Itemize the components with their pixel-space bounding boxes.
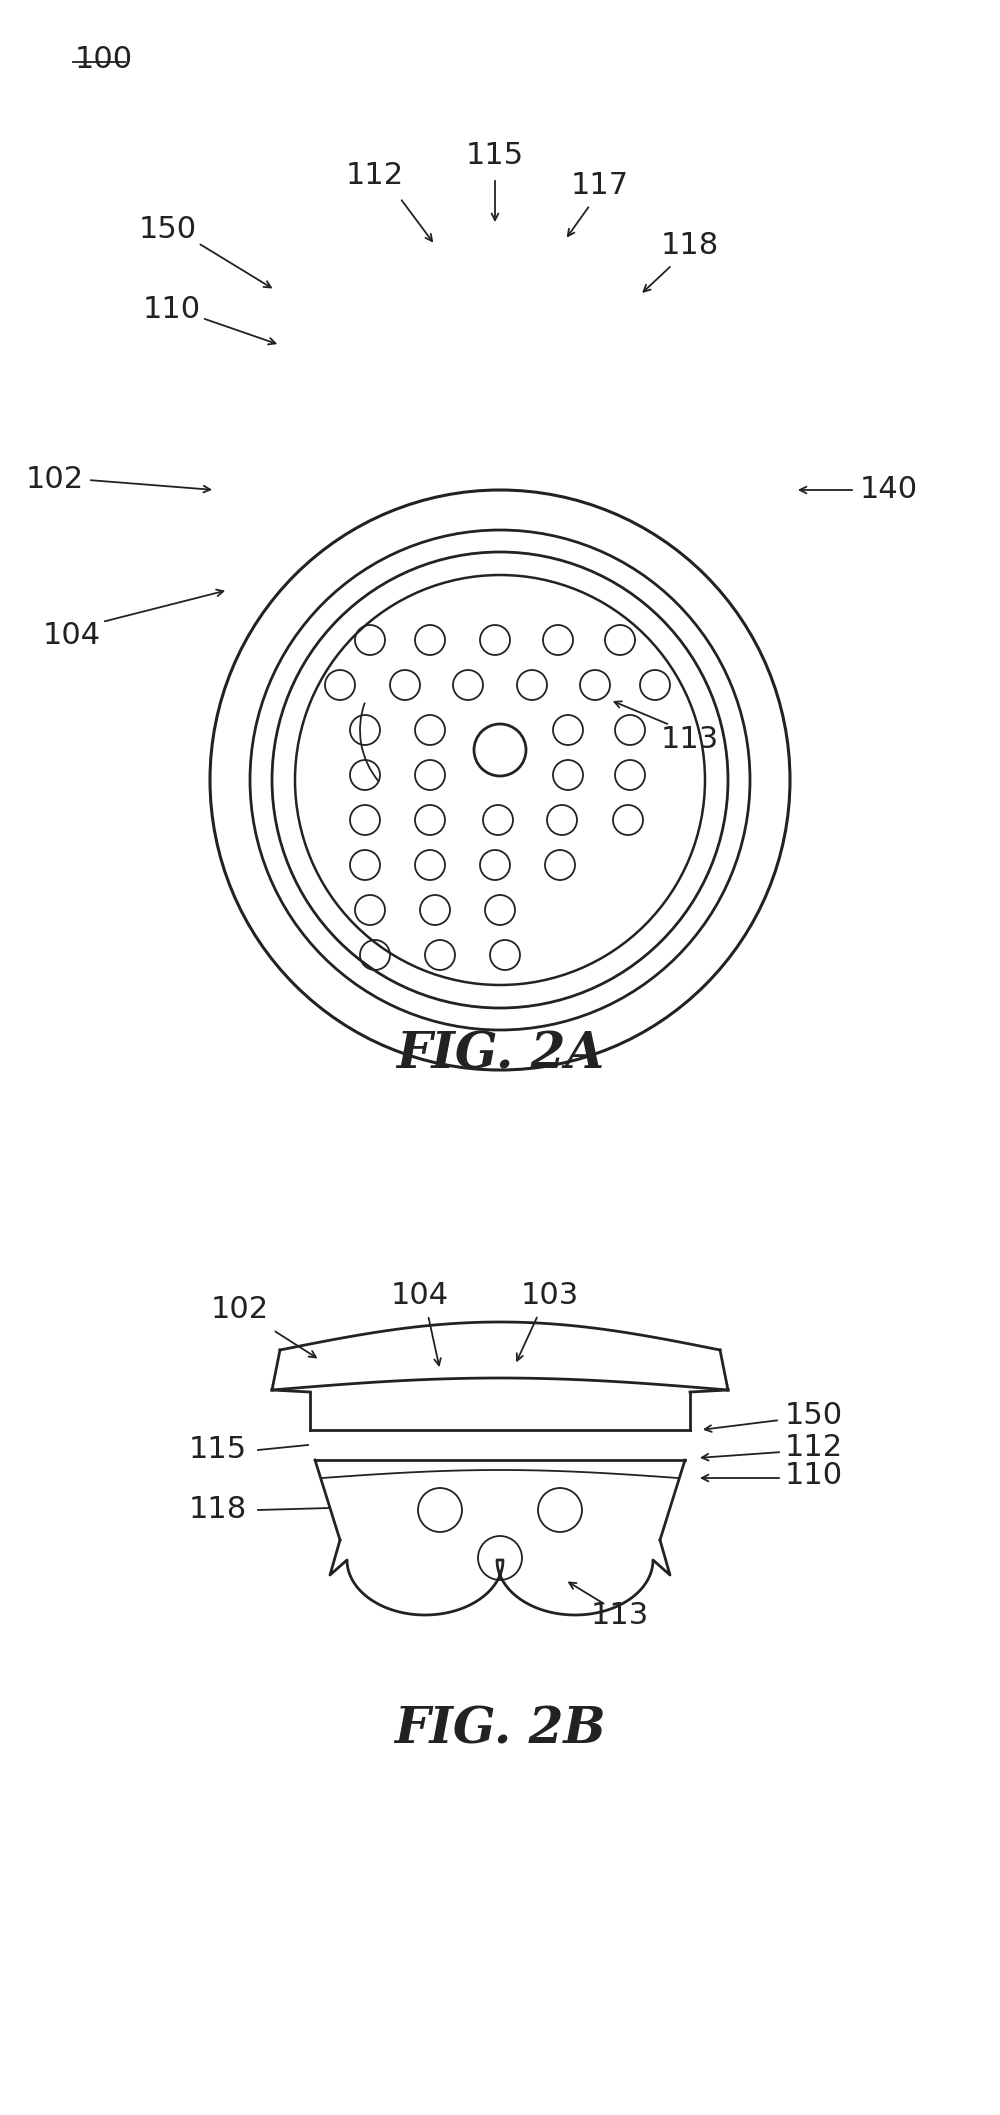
Text: 110: 110 [785, 1461, 843, 1491]
Text: 150: 150 [139, 216, 197, 245]
Text: 102: 102 [211, 1296, 269, 1324]
Text: FIG. 2B: FIG. 2B [394, 1705, 606, 1755]
Text: 104: 104 [391, 1280, 449, 1309]
Text: 104: 104 [43, 620, 101, 649]
Text: FIG. 2A: FIG. 2A [396, 1030, 604, 1079]
Text: 110: 110 [143, 296, 201, 324]
Text: 140: 140 [860, 476, 918, 505]
Text: 113: 113 [661, 725, 719, 755]
Text: 113: 113 [591, 1601, 649, 1629]
Text: 102: 102 [26, 465, 84, 495]
Text: 150: 150 [785, 1400, 843, 1430]
Text: 112: 112 [346, 161, 404, 190]
Text: 115: 115 [189, 1436, 247, 1464]
Text: 117: 117 [571, 171, 629, 199]
Text: 112: 112 [785, 1434, 843, 1461]
Text: 118: 118 [661, 231, 719, 260]
Text: 103: 103 [521, 1280, 579, 1309]
Text: 100: 100 [75, 44, 133, 74]
Text: 115: 115 [466, 140, 524, 169]
Text: 118: 118 [189, 1495, 247, 1525]
